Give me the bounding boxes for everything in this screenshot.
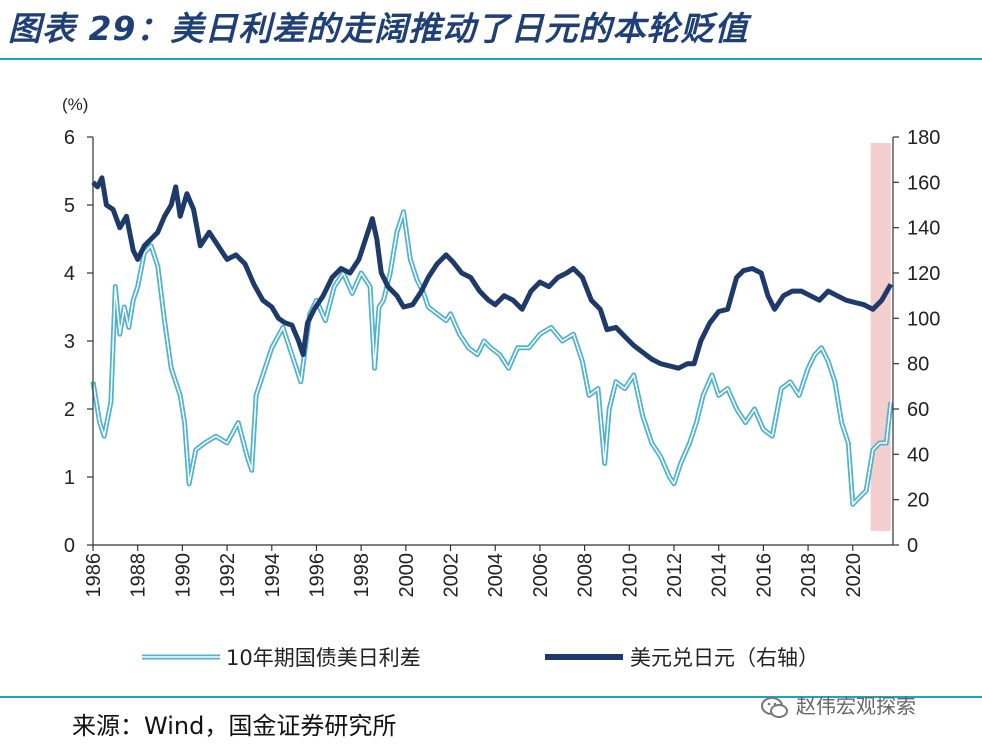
left-tick-label: 2 bbox=[64, 399, 75, 421]
series-line-usdjpy bbox=[91, 175, 893, 371]
x-tick-label: 1988 bbox=[128, 553, 150, 598]
watermark: 赵伟宏观探索 bbox=[760, 690, 916, 721]
right-tick-label: 60 bbox=[907, 399, 929, 421]
x-tick-label: 2006 bbox=[530, 553, 552, 598]
right-tick-label: 20 bbox=[907, 490, 929, 512]
x-tick-label: 1986 bbox=[83, 553, 105, 598]
left-tick-label: 4 bbox=[64, 263, 75, 285]
x-tick-label: 2000 bbox=[396, 553, 418, 598]
x-tick-label: 1996 bbox=[306, 553, 328, 598]
right-tick-label: 120 bbox=[907, 263, 940, 285]
x-tick-label: 1994 bbox=[262, 553, 284, 598]
legend-layer: 10年期国债美日利差 美元兑日元（右轴） bbox=[142, 646, 819, 670]
wechat-icon bbox=[761, 696, 788, 718]
x-tick-label: 2016 bbox=[753, 553, 775, 598]
left-tick-label: 6 bbox=[64, 127, 75, 149]
left-tick-label: 0 bbox=[64, 535, 75, 557]
top-divider bbox=[0, 58, 982, 60]
bottom-divider bbox=[0, 696, 982, 698]
right-tick-label: 100 bbox=[907, 308, 940, 330]
highlight-band bbox=[870, 143, 891, 531]
x-tick-label: 2020 bbox=[843, 553, 865, 598]
right-tick-label: 160 bbox=[907, 172, 940, 194]
x-tick-label: 1998 bbox=[351, 553, 373, 598]
x-tick-label: 2012 bbox=[664, 553, 686, 598]
x-tick-label: 1990 bbox=[172, 553, 194, 598]
x-tick-label: 1992 bbox=[217, 553, 239, 598]
right-tick-label: 40 bbox=[907, 444, 929, 466]
series-line-spread-outer bbox=[90, 209, 894, 507]
right-tick-label: 140 bbox=[907, 218, 940, 240]
source-note: 来源：Wind，国金证券研究所 bbox=[72, 712, 397, 740]
highlight-layer bbox=[870, 143, 891, 531]
legend-label-spread: 10年期国债美日利差 bbox=[226, 646, 421, 670]
chart-title: 图表 29：美日利差的走阔推动了日元的本轮贬值 bbox=[8, 9, 749, 48]
left-tick-label: 3 bbox=[64, 331, 75, 353]
left-axis-unit: (%) bbox=[62, 95, 88, 114]
left-tick-label: 1 bbox=[64, 467, 75, 489]
series-line-spread-inner bbox=[92, 211, 892, 505]
series-layer bbox=[90, 175, 894, 507]
left-tick-label: 5 bbox=[64, 195, 75, 217]
x-tick-label: 2004 bbox=[485, 553, 507, 598]
x-tick-label: 2018 bbox=[798, 553, 820, 598]
right-tick-label: 80 bbox=[907, 354, 929, 376]
x-tick-label: 2008 bbox=[575, 553, 597, 598]
x-tick-label: 2014 bbox=[709, 553, 731, 598]
x-tick-label: 2010 bbox=[619, 553, 641, 598]
right-tick-label: 180 bbox=[907, 127, 940, 149]
legend-label-usdjpy: 美元兑日元（右轴） bbox=[630, 646, 819, 670]
right-tick-label: 0 bbox=[907, 535, 918, 557]
watermark-text: 赵伟宏观探索 bbox=[796, 694, 916, 718]
x-tick-label: 2002 bbox=[441, 553, 463, 598]
